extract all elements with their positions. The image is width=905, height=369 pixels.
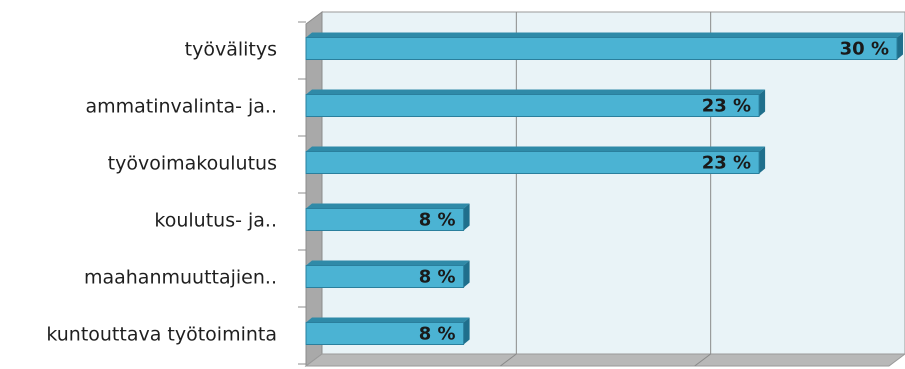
- gridlines: [298, 12, 712, 367]
- gridline-floor-2: [694, 353, 711, 367]
- bar-side-face: [759, 146, 766, 174]
- data-label-6: 8 %: [419, 324, 456, 345]
- bar-2: 23 %: [305, 89, 766, 117]
- bar-top-face: [306, 146, 766, 152]
- bar-4: 8 %: [305, 203, 470, 231]
- bar-side-face: [759, 89, 766, 117]
- data-label-3: 23 %: [702, 153, 751, 174]
- bar-side-face: [463, 317, 470, 345]
- category-label-1: työvälitys: [185, 39, 277, 61]
- bar-3: 23 %: [305, 146, 766, 174]
- plot-area: [304, 11, 905, 367]
- bar-1: 30 %: [305, 32, 903, 60]
- category-labels: työvälitys ammatinvalinta- ja.. työvoimako…: [46, 39, 277, 346]
- bar-front-face: [305, 151, 760, 174]
- bar-top-face: [306, 32, 903, 38]
- bar-front-face: [305, 265, 465, 288]
- data-label-1: 30 %: [840, 39, 889, 60]
- bar-top-face: [306, 260, 470, 266]
- plot-side-wall: [305, 11, 323, 367]
- bar-top-face: [306, 203, 470, 209]
- bar-front-face: [305, 37, 898, 60]
- bar-top-face: [306, 89, 766, 95]
- category-label-3: työvoimakoulutus: [108, 153, 277, 175]
- bar-top-face: [306, 317, 470, 323]
- bar-front-face: [305, 208, 465, 231]
- bar-6: 8 %: [305, 317, 470, 345]
- bar-side-face: [463, 203, 470, 231]
- bar-front-face: [305, 94, 760, 117]
- data-label-2: 23 %: [702, 96, 751, 117]
- plot-back-wall: [321, 11, 905, 355]
- bar-5: 8 %: [305, 260, 470, 288]
- plot-floor: [304, 353, 905, 367]
- bars: 30 % 23 % 23 % 8 % 8 % 8 %: [305, 32, 903, 345]
- gridline-floor-1: [500, 353, 517, 367]
- bar-side-face: [463, 260, 470, 288]
- category-label-5: maahanmuuttajien..: [84, 267, 277, 289]
- data-label-4: 8 %: [419, 210, 456, 231]
- bar-front-face: [305, 322, 465, 345]
- category-label-6: kuntouttava työtoiminta: [46, 324, 277, 346]
- bar-side-face: [897, 32, 903, 60]
- category-label-4: koulutus- ja..: [154, 210, 277, 232]
- category-label-2: ammatinvalinta- ja..: [85, 96, 277, 118]
- data-label-5: 8 %: [419, 267, 456, 288]
